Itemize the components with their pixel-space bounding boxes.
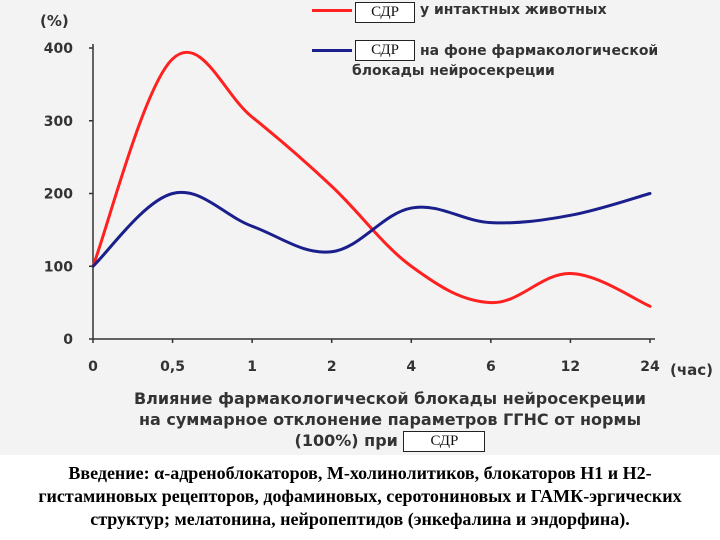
x-tick-label: 1: [247, 359, 257, 375]
x-tick-label: 24: [640, 359, 660, 375]
legend-swatch-red: [312, 9, 352, 12]
legend-label-1: у интактных животных: [420, 2, 607, 18]
series-layer: [91, 50, 652, 308]
caption-box: СДР: [403, 431, 486, 452]
chart-caption: Влияние фармакологической блокады нейрос…: [100, 388, 680, 452]
caption-line-1: Влияние фармакологической блокады нейрос…: [133, 389, 646, 408]
caption-line-2: на суммарное отклонение параметров ГГНС …: [138, 410, 642, 429]
y-axis-unit-label: (%): [40, 12, 69, 30]
legend-label-2-line1: на фоне фармакологической: [420, 43, 659, 59]
y-tick-label: 100: [44, 259, 73, 275]
caption-tail: (100%) при: [294, 431, 398, 450]
y-tick-label: 200: [44, 187, 73, 203]
footer-text: Введение: α-адреноблокаторов, М-холиноли…: [0, 462, 720, 531]
x-tick-label: 6: [486, 359, 496, 375]
x-tick-label: 12: [561, 359, 580, 375]
chart-area: [0, 0, 720, 455]
legend-box-1: СДР: [355, 2, 415, 23]
x-tick-label: 2: [327, 359, 337, 375]
legend-swatch-blue: [312, 49, 352, 52]
footer-line-2: гистаминовых рецепторов, дофаминовых, се…: [38, 486, 682, 506]
x-tick-label: 0: [88, 359, 98, 375]
x-axis-unit-label: (час): [670, 361, 713, 379]
series-line-1: [91, 50, 652, 308]
footer-line-1: Введение: α-адреноблокаторов, М-холиноли…: [68, 463, 652, 483]
footer-line-3: структур; мелатонина, нейропептидов (энк…: [90, 509, 630, 529]
y-tick-label: 400: [44, 41, 73, 57]
legend-label-2-line2: блокады нейросекреции: [352, 63, 555, 79]
legend-box-2: СДР: [355, 40, 415, 61]
y-tick-label: 0: [63, 332, 73, 348]
x-tick-label: 4: [406, 359, 416, 375]
caption-line-3: (100%) при СДР: [100, 430, 680, 452]
y-tick-label: 300: [44, 114, 73, 130]
x-tick-label: 0,5: [160, 359, 185, 375]
series-line-2: [91, 190, 652, 268]
axes: [92, 44, 655, 340]
